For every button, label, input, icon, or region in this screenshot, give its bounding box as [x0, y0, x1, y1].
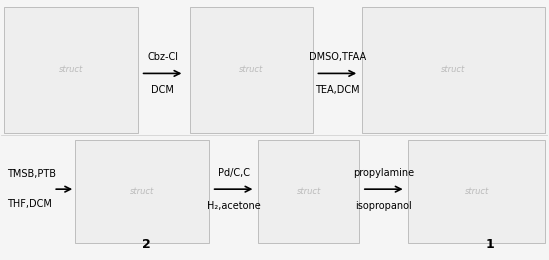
Text: struct: struct	[441, 65, 466, 74]
Text: THF,DCM: THF,DCM	[7, 199, 52, 210]
Text: Pd/C,C: Pd/C,C	[217, 168, 250, 178]
Text: Cbz-Cl: Cbz-Cl	[147, 52, 178, 62]
Text: struct: struct	[296, 187, 321, 196]
Text: struct: struct	[464, 187, 489, 196]
FancyBboxPatch shape	[4, 6, 138, 133]
FancyBboxPatch shape	[190, 6, 313, 133]
FancyBboxPatch shape	[408, 140, 545, 243]
FancyBboxPatch shape	[258, 140, 359, 243]
Text: H₂,acetone: H₂,acetone	[206, 201, 260, 211]
Text: isopropanol: isopropanol	[355, 201, 412, 211]
Text: TMSB,PTB: TMSB,PTB	[7, 169, 56, 179]
Text: struct: struct	[239, 65, 264, 74]
Text: DMSO,TFAA: DMSO,TFAA	[309, 52, 366, 62]
Text: propylamine: propylamine	[353, 168, 414, 178]
Text: 2: 2	[142, 238, 150, 251]
Text: struct: struct	[130, 187, 154, 196]
FancyBboxPatch shape	[75, 140, 209, 243]
Text: struct: struct	[59, 65, 83, 74]
Text: TEA,DCM: TEA,DCM	[315, 85, 360, 95]
Text: 1: 1	[486, 238, 495, 251]
Text: DCM: DCM	[151, 85, 174, 95]
FancyBboxPatch shape	[362, 6, 545, 133]
